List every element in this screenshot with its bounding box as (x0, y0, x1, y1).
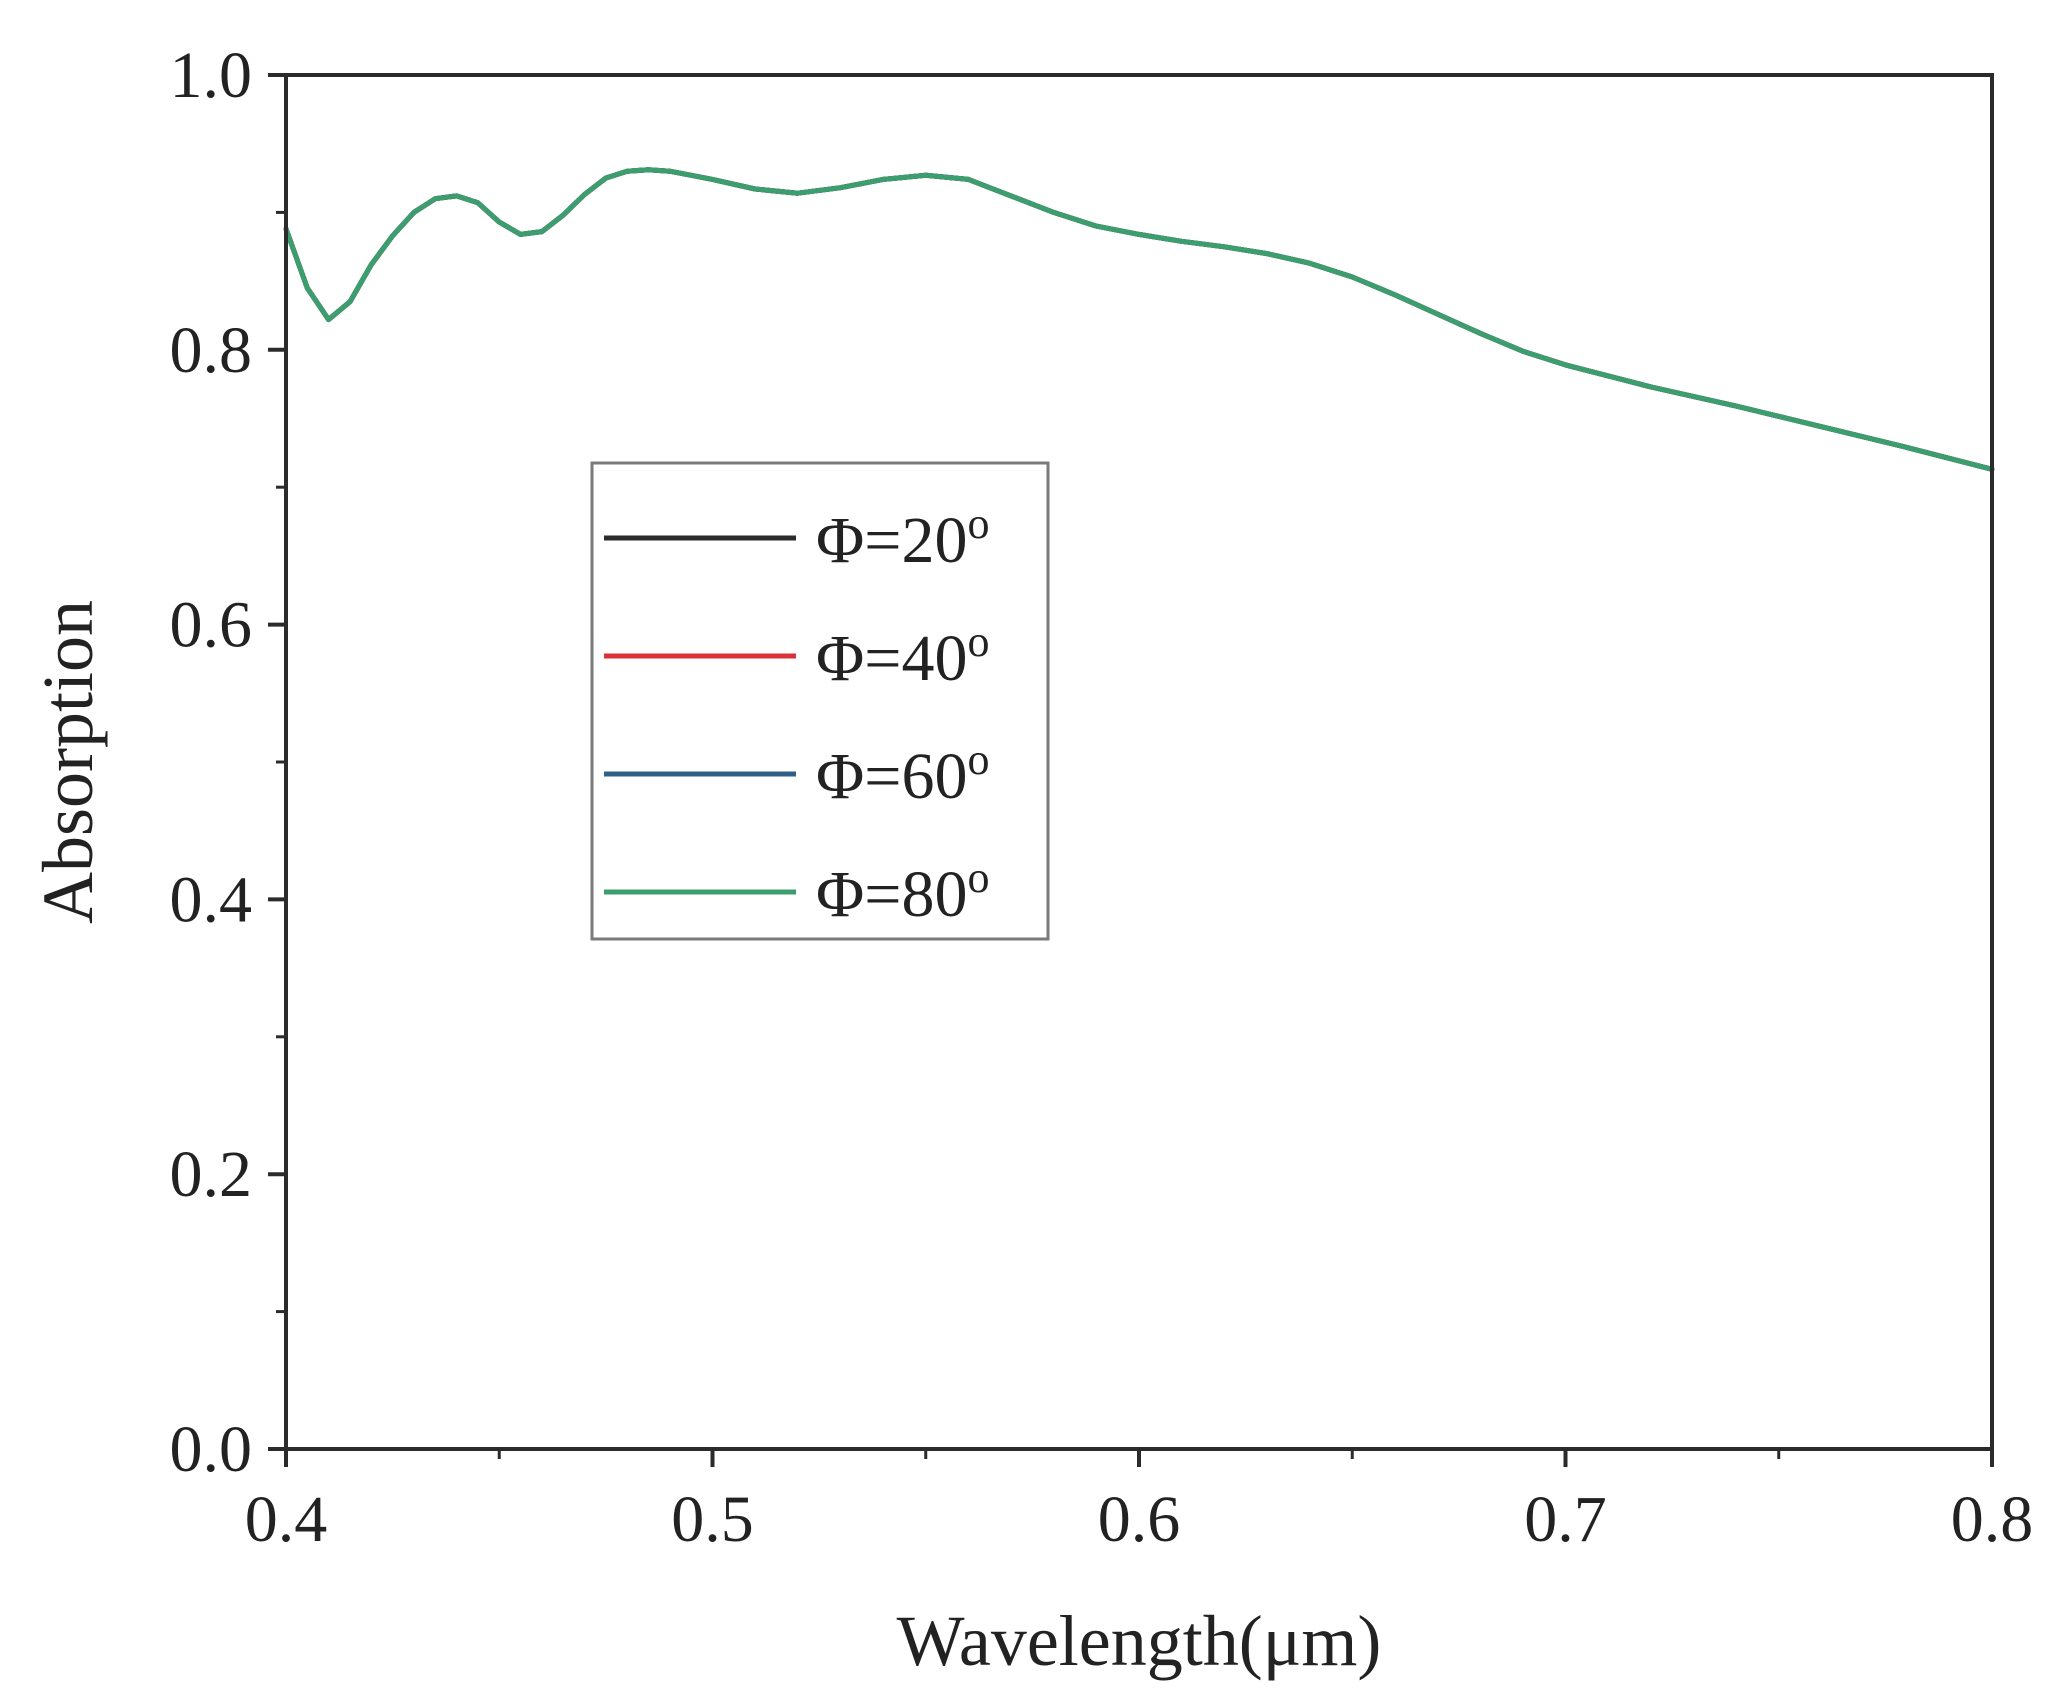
y-tick-label: 1.0 (170, 39, 253, 112)
legend: Φ=20o Φ=40o Φ=60o Φ=80o (590, 461, 1050, 941)
y-tick-label: 0.6 (170, 589, 253, 662)
x-tick-label: 0.7 (1524, 1483, 1607, 1556)
legend-label-2: Φ=40o (816, 617, 989, 695)
legend-degree-mark: o (967, 499, 989, 548)
x-tick-label: 0.4 (245, 1483, 328, 1556)
x-tick-label: 0.8 (1951, 1483, 2034, 1556)
x-tick-label: 0.6 (1098, 1483, 1181, 1556)
legend-box (590, 461, 1050, 941)
legend-label-4: Φ=80o (816, 853, 989, 931)
legend-degree-mark: o (967, 617, 989, 666)
y-tick-label: 0.8 (170, 314, 253, 387)
legend-degree-mark: o (967, 735, 989, 784)
legend-label-1: Φ=20o (816, 499, 989, 577)
y-tick-label: 0.2 (170, 1138, 253, 1211)
series-line-4 (283, 167, 1995, 472)
y-tick-label: 0.4 (170, 863, 253, 936)
ticks-layer: 0.0 0.2 0.4 0.6 0.8 1.0 0.4 0.5 0.6 0.7 0.8 (170, 39, 2034, 1556)
legend-degree-mark: o (967, 853, 989, 902)
series-layer (283, 167, 1995, 472)
y-axis-title: Absorption (28, 600, 108, 924)
legend-label-3: Φ=60o (816, 735, 989, 813)
x-axis-title: Wavelength(μm) (897, 1601, 1382, 1681)
x-tick-label: 0.5 (671, 1483, 754, 1556)
y-tick-label: 0.0 (170, 1413, 253, 1486)
